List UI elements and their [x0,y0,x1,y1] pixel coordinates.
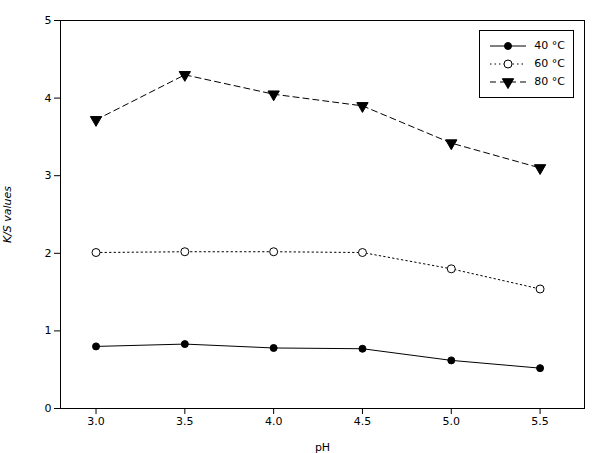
svg-text:1: 1 [45,324,52,337]
svg-text:5: 5 [45,14,52,27]
svg-text:5.5: 5.5 [531,415,549,428]
svg-text:4.0: 4.0 [265,415,283,428]
svg-text:2: 2 [45,247,52,260]
svg-text:3.0: 3.0 [87,415,105,428]
html-text:80 °C: 80 °C [534,75,565,88]
html-text:60 °C: 60 °C [534,57,565,70]
svg-text:4: 4 [45,92,52,105]
svg-text:0: 0 [45,402,52,415]
svg-text:5.0: 5.0 [443,415,461,428]
svg-text:pH: pH [315,441,330,453]
svg-text:K/S values: K/S values [1,186,14,243]
svg-text:4.5: 4.5 [354,415,372,428]
svg-text:3.5: 3.5 [176,415,194,428]
svg-text:3: 3 [45,169,52,182]
html-text:40 °C: 40 °C [534,39,565,52]
